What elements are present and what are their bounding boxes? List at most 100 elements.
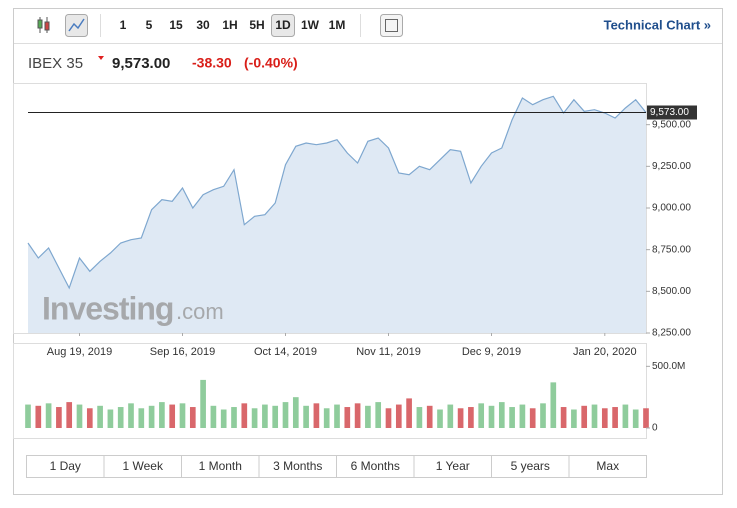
range-tab[interactable]: 5 years [511, 459, 550, 473]
interval-button[interactable]: 1H [222, 18, 237, 32]
volume-bar [292, 397, 299, 428]
volume-bar [426, 405, 433, 428]
volume-bar [509, 407, 515, 428]
interval-button[interactable]: 5H [249, 18, 264, 32]
x-tick-label: Jan 20, 2020 [573, 346, 637, 358]
volume-bar [519, 404, 526, 428]
range-tab[interactable]: Max [596, 459, 619, 473]
volume-bar [498, 402, 505, 428]
watermark-brand: Investing [42, 290, 173, 326]
interval-buttons: 1 5 15 30 1H 5H 1D 1W 1M [120, 14, 346, 37]
range-tab[interactable]: 1 Month [199, 459, 242, 473]
price-line [27, 95, 647, 290]
volume-bar [251, 408, 258, 428]
layout-icon-inner [385, 19, 398, 32]
volume-bar [159, 402, 165, 428]
x-tick-label: Aug 19, 2019 [47, 346, 112, 358]
volume-bar [406, 398, 412, 428]
volume-bar [303, 405, 309, 428]
volume-bar [45, 403, 52, 428]
quote-change: -38.30 [192, 55, 232, 71]
volume-bar [344, 407, 351, 428]
quote-price: 9,573.00 [112, 55, 170, 72]
interval-button[interactable]: 1W [301, 18, 320, 32]
y2-tick-label: 500.0M [652, 361, 685, 372]
volume-bar [468, 407, 474, 428]
volume-bar [395, 404, 402, 428]
layout-icon[interactable] [380, 14, 403, 37]
volume-bar [179, 403, 186, 428]
x-tick-label: Nov 11, 2019 [356, 346, 421, 358]
volume-bar [591, 404, 598, 428]
interval-button[interactable]: 15 [169, 18, 183, 32]
interval-button[interactable]: 1 [120, 18, 127, 32]
y-tick-label: 9,500.00 [652, 119, 691, 130]
volume-bar [622, 404, 629, 428]
volume-bar [107, 409, 114, 428]
watermark-suffix: .com [176, 299, 224, 324]
y-tick-label: 8,500.00 [652, 286, 691, 297]
volume-bar [66, 402, 73, 428]
technical-chart-link[interactable]: Technical Chart » [604, 17, 711, 32]
volume-bar [169, 404, 176, 428]
volume-bar [334, 404, 340, 428]
interval-button[interactable]: 30 [196, 18, 210, 32]
x-tick-label: Oct 14, 2019 [254, 346, 317, 358]
quote-change-pct: (-0.40%) [244, 55, 298, 71]
volume-bar [457, 408, 464, 428]
volume-bar [601, 408, 608, 428]
volume-bar [550, 382, 557, 428]
y-tick-label: 9,000.00 [652, 203, 691, 214]
volume-bar [375, 402, 382, 428]
volume-bar [581, 405, 588, 428]
volume-bar [97, 405, 103, 428]
volume-bar [437, 409, 443, 428]
y-tick-label: 8,750.00 [652, 244, 691, 255]
quote-name: IBEX 35 [28, 55, 83, 72]
active-interval-bg [271, 14, 295, 37]
volume-bar [220, 409, 227, 428]
volume-bar [385, 408, 392, 428]
volume-bar [200, 379, 206, 428]
area-icon-line [68, 18, 85, 32]
volume-bar [189, 407, 196, 428]
volume-bar [643, 408, 649, 428]
range-tabs: 1 Day 1 Week 1 Month 3 Months 6 Months 1 Year… [26, 455, 647, 478]
volume-bar [25, 404, 31, 428]
volume-bar [529, 408, 536, 428]
volume-bar [313, 403, 320, 428]
current-price-label: 9,573.00 [650, 107, 689, 118]
volume-bar [138, 408, 145, 428]
interval-button[interactable]: 1D [275, 18, 291, 32]
current-price-box [647, 105, 697, 120]
volume-bar [354, 403, 361, 428]
volume-bar [488, 405, 495, 428]
volume-bar [478, 403, 485, 428]
volume-bar [76, 404, 83, 428]
volume-bar [282, 402, 289, 428]
y-tick-label: 8,250.00 [652, 328, 691, 339]
range-tab[interactable]: 1 Year [436, 459, 470, 473]
volume-bar [210, 405, 217, 428]
y2-tick-label: 0 [652, 423, 658, 434]
volume-bar [560, 407, 567, 428]
volume-bar [117, 407, 124, 428]
interval-button[interactable]: 5 [146, 18, 153, 32]
range-tab[interactable]: 1 Day [50, 459, 81, 473]
range-tab[interactable]: 6 Months [351, 459, 400, 473]
volume-bar [571, 409, 577, 428]
volume-bar [128, 403, 134, 428]
volume-bar [612, 407, 618, 428]
range-tab[interactable]: 3 Months [273, 459, 322, 473]
x-tick-label: Sep 16, 2019 [150, 346, 215, 358]
volume-bar [632, 409, 639, 428]
volume-bar [35, 405, 42, 428]
interval-button[interactable]: 1M [329, 18, 346, 32]
volume-bar [323, 408, 330, 428]
candle-icon[interactable] [37, 17, 50, 33]
volume-bar [447, 404, 454, 428]
volume-bar [416, 407, 423, 428]
volume-bar [540, 403, 546, 428]
range-tab[interactable]: 1 Week [123, 459, 164, 473]
